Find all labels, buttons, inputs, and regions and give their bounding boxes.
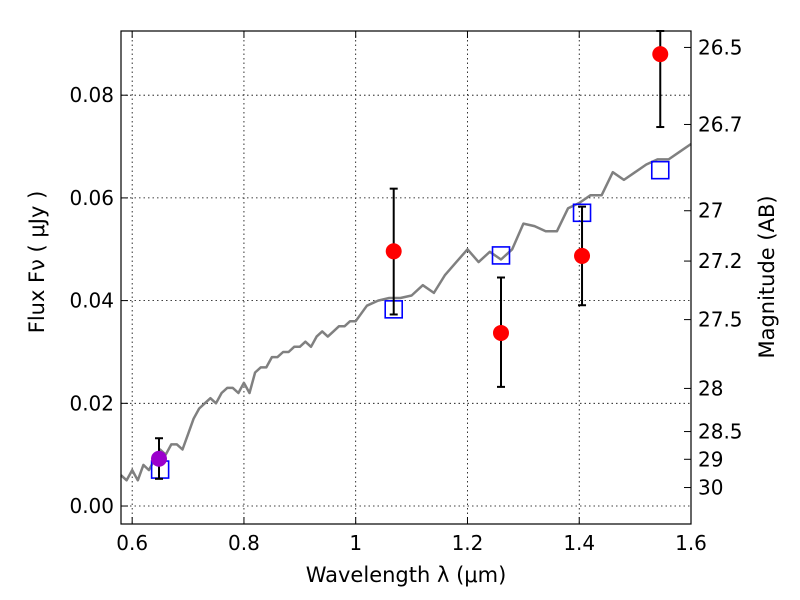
model-spectrum-line: [120, 142, 692, 482]
observed-photometry-point: [493, 324, 509, 341]
magnitude-tick-label: 26.5: [698, 35, 743, 59]
y-tick-label: 0.02: [69, 391, 114, 415]
magnitude-tick-label: 27: [698, 199, 723, 223]
y-axis-label: Flux Fν ( μJy ): [25, 191, 49, 334]
x-tick-label: 0.8: [228, 531, 260, 555]
model-photometry-square: [650, 160, 670, 180]
magnitude-tick-label: 26.7: [698, 112, 743, 136]
y-axis-label-right: Magnitude (AB): [755, 195, 779, 358]
model-photometry-square: [491, 246, 511, 265]
y-tick-label: 0.04: [69, 289, 114, 313]
magnitude-tick-label: 29: [698, 447, 723, 471]
x-tick-label: 0.6: [116, 531, 148, 555]
axis-ticks: 0.6 0.8 1 1.2 1.4 1.6 0.00 0.02 0.04 0.06 0.08 26.5…: [69, 31, 743, 555]
plot-series: [120, 30, 692, 482]
x-tick-label: 1: [349, 531, 362, 555]
plot-area-frame: [120, 30, 692, 525]
x-tick-label: 1.4: [563, 531, 595, 555]
observed-photometry-point: [574, 247, 591, 264]
x-axis-label: Wavelength λ (μm): [306, 563, 507, 587]
x-tick-label: 1.2: [452, 531, 484, 555]
y-tick-label: 0.06: [69, 186, 114, 210]
magnitude-tick-label: 27.5: [698, 308, 743, 332]
x-tick-label: 1.6: [675, 531, 707, 555]
magnitude-tick-label: 28: [698, 376, 723, 400]
magnitude-tick-label: 27.2: [698, 249, 743, 273]
optical-photometry-point: [151, 450, 167, 467]
y-tick-label: 0.00: [69, 494, 114, 518]
magnitude-tick-label: 30: [698, 476, 723, 500]
observed-photometry-point: [652, 46, 669, 63]
observed-photometry-point: [385, 243, 402, 260]
grid: [121, 31, 691, 524]
magnitude-tick-label: 28.5: [698, 420, 743, 444]
y-tick-label: 0.08: [69, 83, 114, 107]
